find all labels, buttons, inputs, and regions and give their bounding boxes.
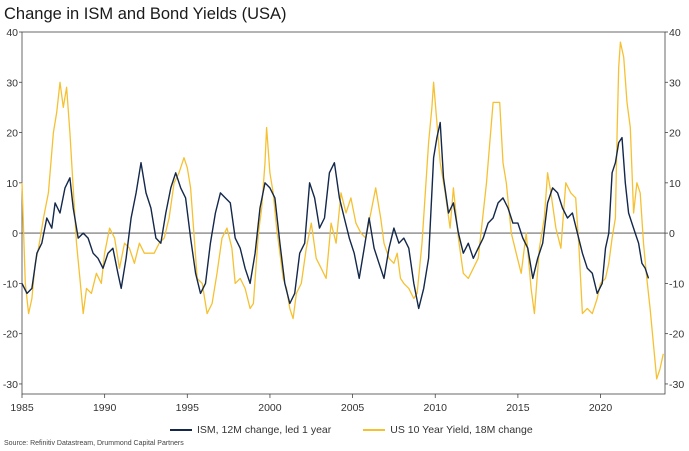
y-tick-label-left-20: 20 bbox=[6, 128, 18, 140]
x-axis: 1985 1990 1995 2000 2005 2010 2015 2020 bbox=[10, 394, 612, 414]
x-tick-label-2015: 2015 bbox=[506, 402, 530, 414]
y-tick-label-right--10: -10 bbox=[669, 278, 684, 290]
y-tick-label-right-0: 0 bbox=[669, 228, 675, 240]
legend: ISM, 12M change, led 1 year US 10 Year Y… bbox=[170, 424, 565, 436]
legend-swatch-ism bbox=[170, 429, 192, 431]
plot-frame bbox=[21, 31, 666, 395]
y-tick-label-left--10: -10 bbox=[3, 278, 18, 290]
legend-item-yield: US 10 Year Yield, 18M change bbox=[363, 424, 533, 436]
legend-label-yield: US 10 Year Yield, 18M change bbox=[390, 424, 533, 436]
y-tick-label-right--20: -20 bbox=[669, 329, 684, 341]
legend-label-ism: ISM, 12M change, led 1 year bbox=[197, 424, 332, 436]
x-tick-label-2005: 2005 bbox=[341, 402, 365, 414]
x-tick-label-1990: 1990 bbox=[93, 402, 117, 414]
y-tick-label-right-30: 30 bbox=[669, 77, 681, 89]
y-tick-label-right-10: 10 bbox=[669, 178, 681, 190]
legend-swatch-yield bbox=[363, 429, 386, 431]
source-note: Source: Refinitiv Datastream, Drummond C… bbox=[4, 440, 184, 447]
y-tick-label-right--30: -30 bbox=[669, 379, 684, 391]
series-layer bbox=[21, 41, 664, 380]
x-tick-label-1995: 1995 bbox=[176, 402, 200, 414]
series-line-ism bbox=[21, 121, 650, 310]
x-tick-label-2010: 2010 bbox=[424, 402, 448, 414]
chart-title: Change in ISM and Bond Yields (USA) bbox=[4, 5, 287, 23]
series-line-yield bbox=[21, 41, 664, 380]
x-tick-label-1985: 1985 bbox=[10, 402, 34, 414]
y-tick-label-left-30: 30 bbox=[6, 77, 18, 89]
y-tick-label-left-40: 40 bbox=[6, 27, 18, 39]
y-tick-label-left--20: -20 bbox=[3, 329, 18, 341]
y-tick-label-left-0: 0 bbox=[12, 228, 18, 240]
y-axis-right: 40 30 20 10 0 -10 -20 -30 bbox=[665, 27, 684, 391]
x-tick-label-2020: 2020 bbox=[589, 402, 613, 414]
y-tick-label-left-10: 10 bbox=[6, 178, 18, 190]
legend-item-ism: ISM, 12M change, led 1 year bbox=[170, 424, 331, 436]
x-tick-label-2000: 2000 bbox=[258, 402, 282, 414]
y-axis-left: 40 30 20 10 0 -10 -20 -30 bbox=[3, 27, 22, 391]
y-tick-label-right-40: 40 bbox=[669, 27, 681, 39]
y-tick-label-left--30: -30 bbox=[3, 379, 18, 391]
y-tick-label-right-20: 20 bbox=[669, 128, 681, 140]
